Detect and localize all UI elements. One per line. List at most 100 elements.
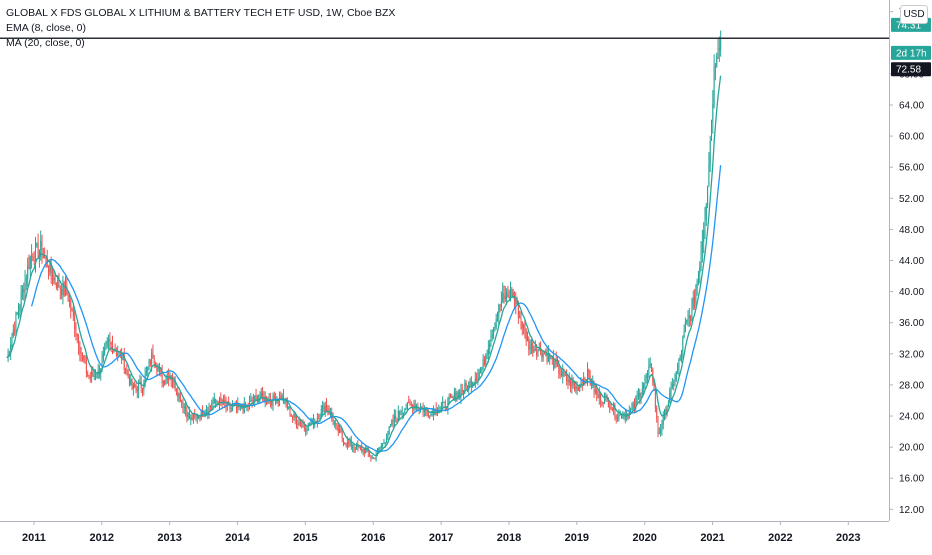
candle-body xyxy=(400,413,402,415)
candle-body xyxy=(455,392,457,401)
legend-title[interactable]: GLOBAL X FDS GLOBAL X LITHIUM & BATTERY … xyxy=(6,7,396,19)
candle-body xyxy=(654,390,656,408)
candle-body xyxy=(279,395,281,402)
candle-body xyxy=(405,408,407,410)
candle-body xyxy=(55,283,57,288)
candle-body xyxy=(494,327,496,329)
candle-body xyxy=(106,341,108,345)
candle-body xyxy=(188,413,190,420)
candle-body xyxy=(138,383,140,391)
candle-body xyxy=(645,376,647,378)
candle-body xyxy=(650,363,652,369)
candle-body xyxy=(199,416,201,419)
candle-body xyxy=(478,372,480,377)
candle-body xyxy=(499,305,501,307)
candle-body xyxy=(89,376,91,378)
candle-body xyxy=(683,330,685,338)
candle-body xyxy=(41,240,43,258)
candle-body xyxy=(466,385,468,390)
candle-body xyxy=(340,429,342,433)
candle-body xyxy=(342,437,344,443)
candle-body xyxy=(609,407,611,409)
candle-body xyxy=(452,396,454,398)
legend-ma[interactable]: MA (20, close, 0) xyxy=(6,37,85,49)
candle-body xyxy=(712,104,714,122)
candle-body xyxy=(301,425,303,427)
candle-body xyxy=(177,392,179,398)
candle-body xyxy=(286,404,288,409)
candle-body xyxy=(226,401,228,406)
candle-body xyxy=(517,302,519,318)
candle-body xyxy=(67,294,69,301)
candle-body xyxy=(202,409,204,417)
candle-body xyxy=(216,401,218,403)
candle-body xyxy=(185,406,187,411)
candle-body xyxy=(610,408,612,410)
candle-body xyxy=(713,66,715,105)
candle-body xyxy=(718,48,720,50)
candle-body xyxy=(401,412,403,414)
candle-body xyxy=(375,455,377,460)
candle-body xyxy=(298,422,300,425)
candle-body xyxy=(537,349,539,356)
candle-body xyxy=(435,408,437,414)
candle-body xyxy=(388,426,390,435)
candle-body xyxy=(373,457,375,459)
x-tick-label: 2020 xyxy=(632,532,656,544)
candle-body xyxy=(442,402,444,407)
candle-body xyxy=(113,350,115,353)
candle-body xyxy=(45,256,47,258)
candle-body xyxy=(54,277,56,284)
candle-body xyxy=(191,417,193,421)
candle-body xyxy=(25,278,27,281)
candle-body xyxy=(647,371,649,377)
y-tick-label: 44.00 xyxy=(899,256,924,267)
candle-body xyxy=(149,360,151,365)
candle-body xyxy=(147,367,149,371)
plot-area xyxy=(0,30,889,462)
candle-body xyxy=(524,324,526,330)
candle-body xyxy=(345,443,347,447)
candle-body xyxy=(256,395,258,402)
candle-body xyxy=(660,429,662,433)
candle-body xyxy=(393,415,395,422)
candle-body xyxy=(707,186,709,206)
candle-body xyxy=(448,396,450,399)
candle-body xyxy=(703,230,705,242)
candle-body xyxy=(293,414,295,418)
candle-body xyxy=(427,411,429,416)
x-tick-label: 2023 xyxy=(836,532,860,544)
candle-body xyxy=(590,383,592,387)
candle-body xyxy=(327,408,329,411)
candle-body xyxy=(515,299,517,304)
candle-body xyxy=(674,379,676,386)
candle-body xyxy=(336,423,338,426)
currency-button[interactable]: USD xyxy=(900,5,928,24)
candle-body xyxy=(152,352,154,359)
candle-body xyxy=(670,386,672,393)
candle-body xyxy=(482,359,484,370)
candle-body xyxy=(58,279,60,288)
candle-body xyxy=(403,412,405,414)
candle-body xyxy=(8,351,10,353)
candle-body xyxy=(571,381,573,388)
candle-body xyxy=(183,406,185,408)
candle-body xyxy=(79,346,81,353)
candle-body xyxy=(549,353,551,359)
candle-body xyxy=(579,384,581,391)
candle-body xyxy=(356,443,358,450)
candle-body xyxy=(469,380,471,383)
candle-body xyxy=(275,399,277,404)
legend-ema[interactable]: EMA (8, close, 0) xyxy=(6,22,86,34)
candle-body xyxy=(512,292,514,296)
candle-body xyxy=(555,359,557,364)
candle-body xyxy=(36,243,38,246)
candle-body xyxy=(423,409,425,413)
candle-body xyxy=(601,402,603,404)
candle-body xyxy=(464,383,466,392)
candle-body xyxy=(564,374,566,376)
candle-body xyxy=(644,377,646,384)
candle-body xyxy=(525,329,527,341)
